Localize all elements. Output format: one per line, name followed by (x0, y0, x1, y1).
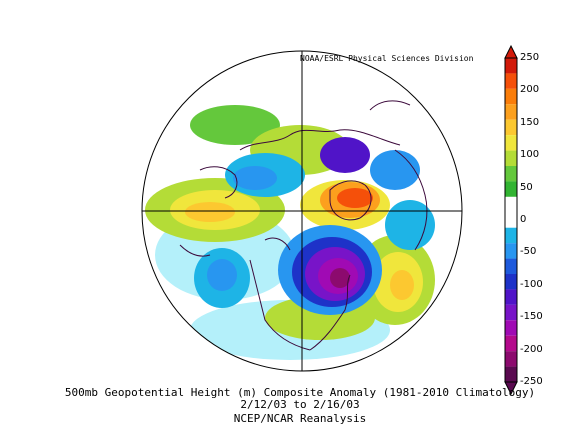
colorbar-segment (505, 196, 517, 213)
colorbar-segment (505, 181, 517, 197)
coastlines (179, 100, 428, 351)
colorbar-segment (505, 243, 517, 259)
figure-title: 500mb Geopotential Height (m) Composite … (64, 386, 536, 399)
colorbar-segment (505, 351, 517, 367)
colorbar-tick-label: -200 (520, 343, 543, 355)
colorbar-tick-label: 0 (520, 214, 527, 225)
colorbar-segment (505, 166, 517, 182)
colorbar-tick-label: 100 (520, 149, 540, 161)
colorbar-segment (505, 119, 517, 136)
colorbar-tick-label: 50 (520, 181, 533, 193)
colorbar-segment (505, 320, 517, 336)
colorbar-segment (505, 274, 517, 290)
colorbar-tick-label: -100 (520, 278, 543, 290)
colorbar-tick-label: 150 (520, 116, 540, 128)
colorbar-segment (505, 88, 517, 105)
colorbar-tick-label: 250 (520, 52, 540, 63)
colorbar-tick-label: -50 (520, 246, 537, 258)
colorbar-tick-label: 200 (520, 84, 540, 96)
credit-text: NOAA/ESRL Physical Sciences Division (300, 54, 474, 63)
colorbar-segment (505, 258, 517, 274)
colorbar-segment (505, 104, 517, 120)
colorbar-segment (505, 212, 517, 228)
colorbar-tick-label: -250 (520, 376, 543, 387)
colorbar-segment (505, 304, 517, 321)
map-border (141, 50, 463, 372)
colorbar-segment (505, 335, 517, 352)
colorbar-frame (504, 57, 518, 383)
colorbar-tick-label: -150 (520, 311, 543, 323)
colorbar-top-arrow (504, 44, 518, 59)
colorbar-segment (505, 227, 517, 244)
colorbar-segment (505, 289, 517, 305)
colorbar (504, 44, 518, 396)
colorbar-segment (505, 366, 517, 382)
data-source: NCEP/NCAR Reanalysis (233, 412, 367, 425)
colorbar-segment (505, 58, 517, 74)
anomaly-field (142, 51, 462, 371)
date-range: 2/12/03 to 2/16/03 (240, 398, 360, 411)
colorbar-segment (505, 73, 517, 89)
colorbar-segment (505, 150, 517, 166)
colorbar-segment (505, 135, 517, 151)
